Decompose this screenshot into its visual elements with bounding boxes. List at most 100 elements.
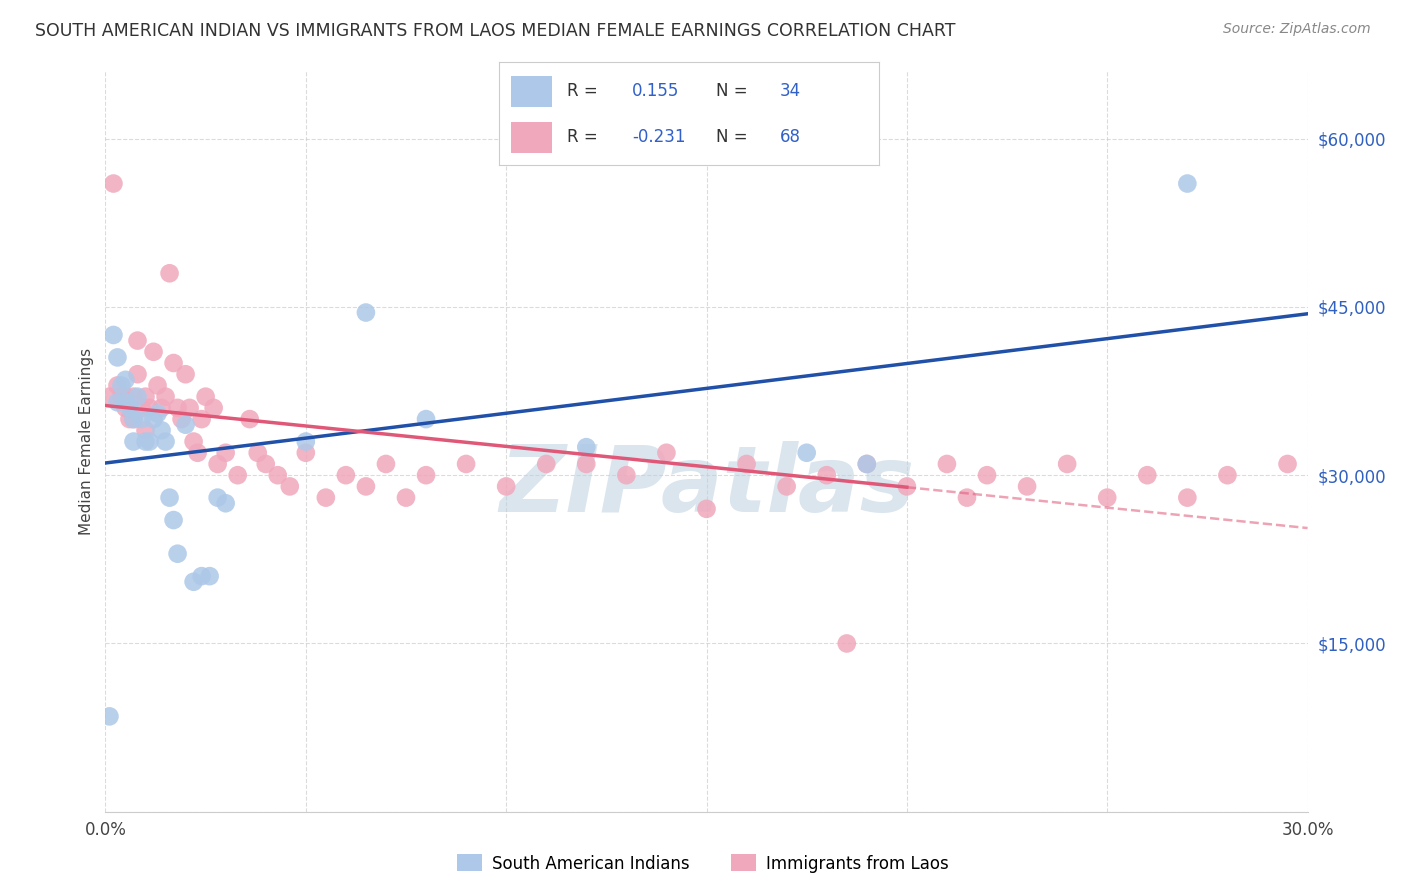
Point [354,479,377,493]
Point [1216,468,1239,483]
Y-axis label: Median Female Earnings: Median Female Earnings [79,348,94,535]
Point [815,468,838,483]
Point [166,547,188,561]
Point [127,334,149,348]
Point [776,479,799,493]
Point [495,479,517,493]
Point [135,390,157,404]
Text: 68: 68 [780,128,801,145]
Point [295,434,318,449]
Point [1097,491,1119,505]
Point [190,412,212,426]
Point [534,457,557,471]
Point [174,368,197,382]
Text: N =: N = [716,128,752,145]
Point [107,351,129,365]
Point [226,468,249,483]
Point [254,457,277,471]
Point [114,373,136,387]
Point [239,412,262,426]
Point [190,569,212,583]
Text: R =: R = [568,82,603,100]
Point [179,401,201,415]
Point [454,457,477,471]
Point [135,423,157,437]
Text: N =: N = [716,82,752,100]
Point [159,491,181,505]
Point [98,709,121,723]
Point [162,356,184,370]
Point [278,479,301,493]
Point [114,395,136,409]
Point [616,468,638,483]
Point [146,407,169,421]
Point [150,401,173,415]
Point [159,266,181,280]
Point [415,412,437,426]
Point [103,177,125,191]
Point [202,401,225,415]
Point [575,457,598,471]
Point [110,378,132,392]
Point [155,434,177,449]
Point [166,401,188,415]
Point [796,446,818,460]
Legend: South American Indians, Immigrants from Laos: South American Indians, Immigrants from … [450,847,956,880]
Point [194,390,217,404]
Point [155,390,177,404]
Text: Source: ZipAtlas.com: Source: ZipAtlas.com [1223,22,1371,37]
Point [107,395,129,409]
Point [122,412,145,426]
Point [354,305,377,319]
Point [415,468,437,483]
Point [1056,457,1078,471]
Point [246,446,269,460]
Point [267,468,290,483]
Point [174,417,197,432]
Point [1177,491,1199,505]
Point [110,390,132,404]
Point [207,457,229,471]
Point [107,378,129,392]
Point [162,513,184,527]
Point [1017,479,1039,493]
Point [118,401,141,415]
Point [335,468,357,483]
Point [122,390,145,404]
Point [395,491,418,505]
Text: 0.155: 0.155 [633,82,679,100]
Point [896,479,918,493]
Point [146,378,169,392]
Point [295,446,318,460]
Text: SOUTH AMERICAN INDIAN VS IMMIGRANTS FROM LAOS MEDIAN FEMALE EARNINGS CORRELATION: SOUTH AMERICAN INDIAN VS IMMIGRANTS FROM… [35,22,956,40]
Point [183,574,205,589]
Point [214,446,236,460]
Point [1177,177,1199,191]
Text: -0.231: -0.231 [633,128,686,145]
Point [198,569,221,583]
Point [835,636,858,650]
Point [936,457,959,471]
Point [735,457,758,471]
Point [214,496,236,510]
Text: ZIPatlas: ZIPatlas [499,441,914,531]
Point [374,457,398,471]
Point [135,434,157,449]
Point [122,412,145,426]
Point [976,468,998,483]
Point [170,412,193,426]
Point [855,457,877,471]
Point [655,446,678,460]
Text: R =: R = [568,128,603,145]
Point [142,344,165,359]
Point [98,390,121,404]
Point [855,457,877,471]
Text: 34: 34 [780,82,801,100]
Point [114,390,136,404]
Point [131,401,153,415]
Point [183,434,205,449]
Point [122,434,145,449]
Point [142,412,165,426]
FancyBboxPatch shape [510,76,553,106]
Point [118,412,141,426]
